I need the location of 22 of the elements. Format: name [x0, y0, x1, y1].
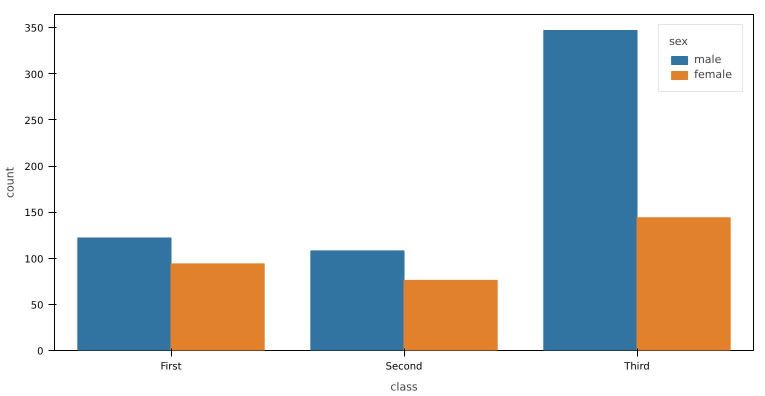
y-tick-label: 50	[30, 300, 44, 312]
legend-title: sex	[669, 35, 689, 48]
bar	[170, 263, 265, 350]
y-tick-label: 200	[24, 162, 44, 174]
y-axis-title: count	[3, 166, 16, 198]
x-axis-title: class	[390, 380, 418, 394]
x-tick-label: Third	[623, 362, 650, 372]
bar	[543, 30, 638, 350]
bar	[310, 250, 404, 350]
y-tick-label: 250	[24, 116, 44, 127]
x-tick-label: Second	[386, 362, 422, 372]
y-tick-label: 0	[37, 346, 44, 358]
bar	[404, 280, 498, 350]
bar	[636, 217, 731, 350]
legend-label: female	[694, 68, 732, 81]
y-tick-label: 150	[24, 208, 44, 220]
y-tick-label: 300	[24, 70, 44, 81]
x-tick-label: First	[160, 362, 182, 372]
y-tick-label: 350	[24, 24, 44, 35]
legend-label: male	[694, 53, 722, 66]
y-tick-label: 100	[24, 254, 44, 266]
bar	[77, 237, 172, 350]
